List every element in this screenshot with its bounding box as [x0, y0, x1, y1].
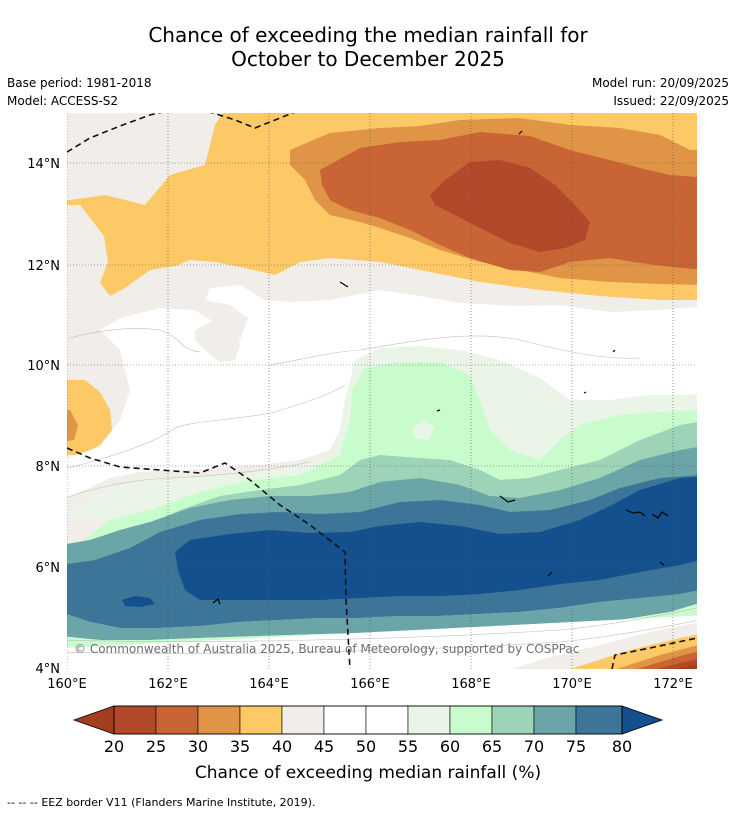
lat-label: 6°N: [36, 561, 61, 576]
model-run-text: Model run: 20/09/2025: [591, 76, 729, 90]
colorbar-title: Chance of exceeding median rainfall (%): [195, 763, 541, 783]
rainfall-probability-field: © Commonwealth of Australia 2025, Bureau…: [67, 113, 697, 669]
band-gt80: [175, 476, 697, 600]
lon-axis: 160°E 162°E 164°E 166°E 168°E 170°E 172°…: [47, 677, 693, 692]
lon-label: 168°E: [451, 677, 491, 692]
colorbar-label: 75: [566, 737, 586, 756]
base-period-text: Base period: 1981-2018: [7, 76, 152, 90]
colorbar-label: 45: [314, 737, 334, 756]
lat-label: 10°N: [27, 359, 60, 374]
colorbar-label: 80: [612, 737, 632, 756]
colorbar-label: 50: [356, 737, 376, 756]
colorbar-cell: [113, 705, 157, 735]
eez-legend-text: EEZ border V11 (Flanders Marine Institut…: [41, 796, 316, 809]
contour-lines: [67, 328, 697, 654]
chart-title-line-1: Chance of exceeding the median rainfall …: [148, 23, 588, 47]
islands: [212, 130, 669, 605]
lat-axis: 14°N 12°N 10°N 8°N 6°N 4°N: [27, 157, 60, 677]
band-40-45-north-pale: [67, 113, 223, 205]
lat-label: 12°N: [27, 259, 60, 274]
colorbar-cell: [239, 705, 283, 735]
model-text: Model: ACCESS-S2: [7, 94, 119, 108]
eez-legend-symbol: -- -- --: [7, 796, 38, 809]
colorbar-label: 40: [272, 737, 292, 756]
lon-label: 166°E: [350, 677, 390, 692]
colorbar-cell: [281, 705, 325, 735]
colorbar-cell: [407, 705, 451, 735]
colorbar-cell: [197, 705, 241, 735]
colorbar-cell: [491, 705, 535, 735]
colorbar-label: 35: [230, 737, 250, 756]
colorbar-cells: [113, 705, 623, 735]
band-gt80-small: [122, 596, 155, 607]
issued-text: Issued: 22/09/2025: [613, 94, 729, 108]
lat-label: 8°N: [36, 460, 61, 475]
colorbar-label: 55: [398, 737, 418, 756]
band-70-75-south: [67, 590, 697, 640]
band-20-25-south: [656, 659, 697, 669]
eez-borders: [67, 113, 697, 669]
colorbar-label: 30: [188, 737, 208, 756]
lon-label: 170°E: [552, 677, 592, 692]
band-55-60-hole: [412, 420, 435, 440]
colorbar-labels: 20 25 30 35 40 45 50 55 60 65 70 75 80: [104, 737, 632, 756]
band-45-55-south: [67, 615, 697, 669]
band-20-25: [430, 160, 590, 252]
chart-title-line-2: October to December 2025: [231, 47, 505, 71]
colorbar-cell: [323, 705, 367, 735]
colorbar-label: 70: [524, 737, 544, 756]
lat-label: 4°N: [36, 662, 61, 677]
colorbar-low-extend: [72, 705, 115, 735]
lon-label: 164°E: [249, 677, 289, 692]
colorbar-label: 65: [482, 737, 502, 756]
band-lt20-south: [676, 664, 697, 669]
lon-label: 172°E: [653, 677, 693, 692]
colorbar: 20 25 30 35 40 45 50 55 60 65 70 75 80 C…: [72, 705, 664, 783]
colorbar-label: 20: [104, 737, 124, 756]
colorbar-high-extend: [621, 705, 664, 735]
eez-legend: -- -- -- EEZ border V11 (Flanders Marine…: [7, 796, 315, 809]
lon-label: 160°E: [47, 677, 87, 692]
lat-label: 14°N: [27, 157, 60, 172]
colorbar-cell: [365, 705, 409, 735]
meta-left: Base period: 1981-2018 Model: ACCESS-S2: [7, 74, 152, 110]
colorbar-label: 60: [440, 737, 460, 756]
colorbar-label: 25: [146, 737, 166, 756]
copyright-text: © Commonwealth of Australia 2025, Bureau…: [74, 642, 579, 656]
band-40-45-central-patch: [195, 320, 240, 362]
gridlines: [67, 113, 697, 669]
colorbar-frame: [113, 705, 623, 735]
lon-label: 162°E: [148, 677, 188, 692]
band-30-35-west-patch: [67, 410, 78, 441]
colorbar-cell: [575, 705, 623, 735]
band-35-40-west-patch: [67, 380, 112, 455]
colorbar-cell: [155, 705, 199, 735]
colorbar-cell: [533, 705, 577, 735]
meta-right: Model run: 20/09/2025 Issued: 22/09/2025: [592, 74, 729, 110]
colorbar-cell: [449, 705, 493, 735]
